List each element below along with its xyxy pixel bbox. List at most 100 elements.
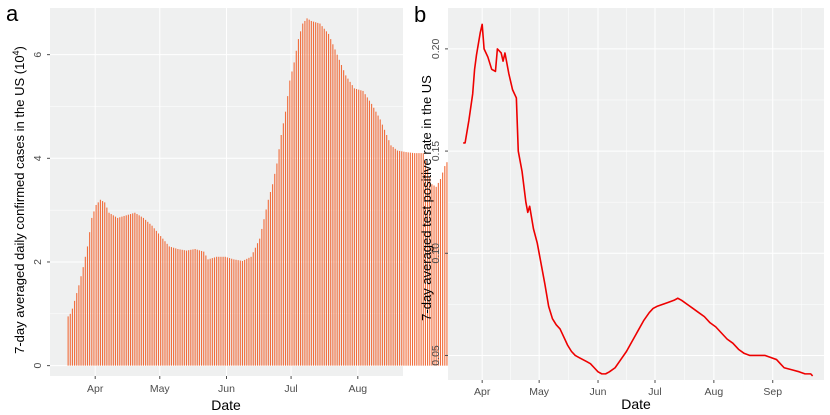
case-bar bbox=[366, 97, 368, 366]
case-bar bbox=[392, 147, 394, 366]
case-bar bbox=[140, 216, 142, 366]
case-bar bbox=[248, 257, 250, 366]
case-bar bbox=[416, 153, 418, 366]
x-tick-label-b: Sep bbox=[763, 386, 782, 398]
case-bar bbox=[207, 259, 209, 366]
case-bar bbox=[194, 249, 196, 366]
case-bar bbox=[291, 71, 293, 366]
case-bar bbox=[164, 241, 166, 366]
case-bar bbox=[289, 80, 291, 366]
case-bar bbox=[170, 247, 172, 366]
y-axis-title-a-close: ) bbox=[12, 46, 27, 50]
case-bar bbox=[399, 150, 401, 366]
case-bar bbox=[323, 28, 325, 366]
case-bar bbox=[239, 260, 241, 366]
case-bar bbox=[409, 152, 411, 366]
case-bar bbox=[231, 258, 233, 366]
case-bar bbox=[340, 65, 343, 366]
case-bar bbox=[211, 258, 213, 366]
case-bar bbox=[267, 199, 269, 366]
case-bar bbox=[80, 276, 82, 366]
case-bar bbox=[175, 248, 177, 366]
x-axis-title-a: Date bbox=[211, 397, 241, 413]
case-bar bbox=[216, 256, 218, 366]
case-bar bbox=[284, 111, 287, 366]
x-tick-label-a: Apr bbox=[87, 383, 104, 395]
case-bar bbox=[99, 199, 101, 366]
case-bar bbox=[297, 39, 299, 366]
case-bar bbox=[332, 44, 334, 366]
case-bar bbox=[304, 20, 306, 366]
case-bar bbox=[71, 308, 73, 366]
panel-a-letter: a bbox=[6, 1, 19, 26]
case-bar bbox=[401, 151, 403, 366]
x-tick-label-a: May bbox=[150, 383, 171, 395]
case-bar bbox=[418, 153, 420, 366]
case-bar bbox=[261, 228, 263, 366]
x-tick-label-b: Jun bbox=[590, 386, 607, 398]
case-bar bbox=[265, 209, 267, 366]
case-bar bbox=[244, 259, 246, 366]
case-bar bbox=[383, 129, 386, 366]
case-bar bbox=[444, 166, 446, 366]
case-bar bbox=[142, 217, 144, 366]
case-bar bbox=[209, 258, 211, 366]
case-bar bbox=[102, 201, 104, 366]
case-bar bbox=[321, 26, 323, 366]
plot-a-y-ticks: 0 2 4 6 bbox=[32, 52, 50, 369]
case-bar bbox=[226, 257, 228, 366]
case-bar bbox=[433, 185, 435, 366]
case-bar bbox=[95, 204, 97, 366]
case-bar bbox=[69, 313, 71, 366]
case-bar bbox=[93, 211, 95, 366]
y-axis-title-b: 7-day averaged test positive rate in the… bbox=[419, 75, 434, 321]
case-bar bbox=[256, 243, 259, 366]
case-bar bbox=[179, 249, 181, 366]
case-bar bbox=[338, 59, 340, 366]
case-bar bbox=[278, 149, 280, 366]
case-bar bbox=[345, 75, 347, 366]
case-bar bbox=[125, 215, 127, 366]
case-bar bbox=[373, 107, 375, 366]
case-bar bbox=[306, 18, 308, 366]
case-bar bbox=[166, 243, 168, 366]
case-bar bbox=[328, 33, 330, 366]
y-tick-label-a: 2 bbox=[32, 259, 44, 265]
case-bar bbox=[190, 249, 192, 366]
case-bar bbox=[121, 216, 123, 366]
case-bar bbox=[168, 246, 170, 366]
case-bar bbox=[368, 100, 371, 366]
case-bar bbox=[420, 153, 422, 366]
case-bar bbox=[325, 31, 327, 366]
case-bar bbox=[254, 247, 256, 366]
case-bar bbox=[300, 31, 302, 366]
case-bar bbox=[379, 119, 381, 366]
case-bar bbox=[89, 232, 91, 366]
case-bar bbox=[86, 246, 89, 366]
case-bar bbox=[132, 213, 134, 366]
case-bar bbox=[250, 256, 252, 366]
x-tick-label-b: May bbox=[529, 386, 550, 398]
case-bar bbox=[317, 22, 319, 366]
plot-a-x-ticks: Apr May Jun Jul Aug bbox=[87, 376, 367, 395]
case-bar bbox=[394, 148, 396, 366]
case-bar bbox=[162, 238, 164, 366]
case-bar bbox=[104, 202, 106, 366]
case-bar bbox=[203, 251, 205, 366]
case-bar bbox=[429, 176, 431, 366]
case-bar bbox=[272, 184, 274, 366]
case-bar bbox=[269, 192, 271, 366]
case-bar bbox=[145, 219, 147, 366]
case-bar bbox=[76, 293, 78, 366]
case-bar bbox=[235, 259, 237, 366]
case-bar bbox=[78, 285, 80, 366]
case-bar bbox=[315, 22, 317, 366]
plot-b-x-ticks: Apr May Jun Jul Aug Sep bbox=[474, 380, 782, 398]
case-bar bbox=[388, 140, 390, 366]
panel-a-chart: a 0 2 4 6 Apr May Jun Jul Aug Date 7-day averag… bbox=[6, 1, 459, 413]
case-bar bbox=[134, 212, 136, 366]
y-axis-title-a-main: 7-day averaged daily confirmed cases in … bbox=[12, 55, 27, 353]
case-bar bbox=[112, 215, 114, 366]
case-bar bbox=[151, 225, 153, 366]
